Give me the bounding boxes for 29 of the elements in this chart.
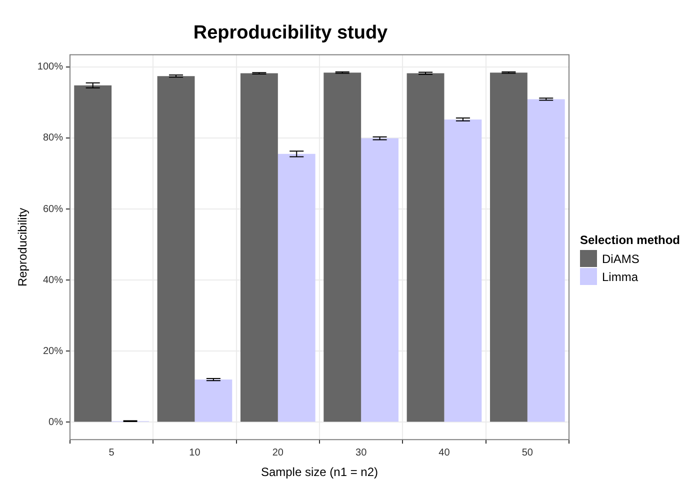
x-tick-label: 5	[108, 447, 115, 458]
bar	[527, 99, 565, 422]
legend-label: DiAMS	[602, 252, 640, 266]
y-tick-label: 0%	[48, 416, 64, 428]
x-tick-label: 30	[356, 447, 368, 458]
chart-title: Reproducibility study	[193, 22, 388, 44]
x-tick-label: 50	[522, 447, 534, 458]
bar	[444, 119, 482, 422]
legend-title: Selection method	[580, 233, 680, 247]
x-tick-label: 10	[189, 447, 201, 458]
bar	[278, 154, 316, 422]
bar	[406, 73, 444, 422]
bar	[361, 138, 398, 422]
x-tick-label: 40	[438, 447, 450, 458]
bar	[194, 380, 232, 422]
y-tick-label: 20%	[42, 346, 64, 357]
bar	[324, 72, 362, 422]
y-tick-label: 100%	[37, 62, 64, 73]
x-axis-title: Sample size (n1 = n2)	[260, 465, 378, 480]
y-tick-label: 40%	[42, 274, 64, 286]
y-axis-title: Reproducibility	[16, 208, 30, 287]
bar	[240, 73, 278, 422]
bar	[74, 85, 112, 422]
bar	[490, 72, 528, 422]
legend-label: Limma	[602, 270, 638, 284]
bar	[157, 76, 195, 422]
x-tick-label: 20	[272, 447, 284, 458]
y-tick-label: 60%	[42, 204, 64, 215]
y-tick-label: 80%	[42, 132, 64, 144]
